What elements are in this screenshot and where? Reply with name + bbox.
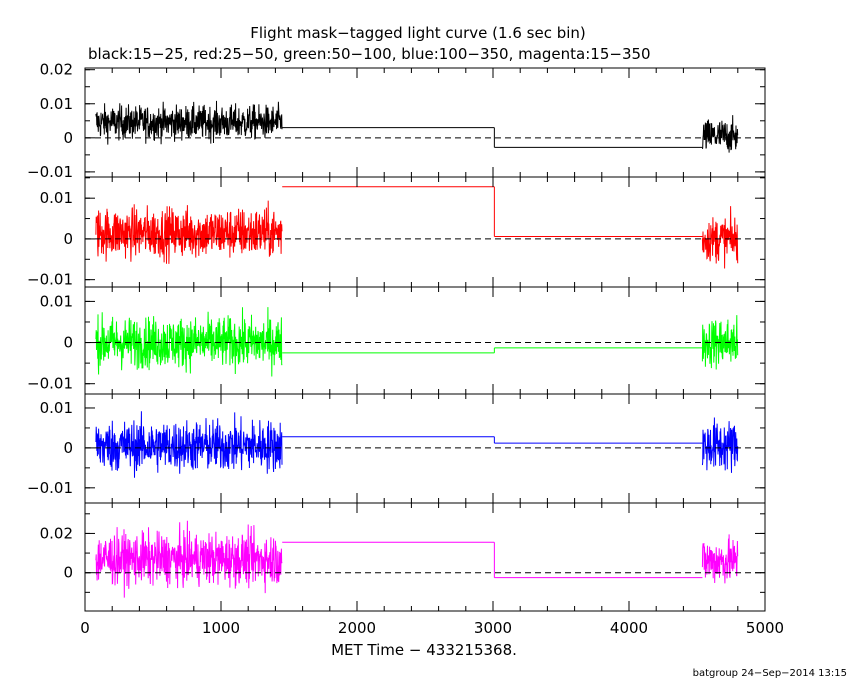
- x-axis-label: MET Time − 433215368.: [331, 641, 517, 659]
- y-tick-label-2-0: −0.01: [27, 271, 73, 289]
- series-noise-3-0: [95, 307, 283, 377]
- y-tick-label-4-2: 0.01: [40, 399, 73, 417]
- series-noise-5-0: [95, 520, 283, 598]
- y-tick-label-5-1: 0.02: [40, 524, 73, 542]
- chart-subtitle: black:15−25, red:25−50, green:50−100, bl…: [88, 45, 651, 63]
- y-tick-label-5-0: 0: [63, 564, 73, 582]
- panel-1: −0.01 0 0.01 0.02: [27, 61, 766, 181]
- series-noise-2-0: [95, 200, 283, 264]
- panel-5: 00.02: [40, 502, 766, 612]
- series-noise-4-0: [95, 411, 283, 478]
- x-tick-label-5: 5000: [746, 619, 784, 637]
- series-noise-1-3: [701, 115, 739, 153]
- y-tick-label-3-2: 0.01: [40, 292, 73, 310]
- y-tick-label-3-1: 0: [63, 334, 73, 352]
- y-tick-label-4-0: −0.01: [27, 479, 73, 497]
- series-noise-4-3: [701, 417, 739, 473]
- y-tick-label-3-0: −0.01: [27, 375, 73, 393]
- panel-frame-4: [84, 393, 766, 504]
- x-tick-label-3: 3000: [474, 619, 512, 637]
- x-tick-label-0: 0: [80, 619, 90, 637]
- y-tick-label-1-0: −0.01: [27, 163, 73, 181]
- panels-group: −0.01 0 0.01 0.02 −0.01 0 0.01 −0.01 0 0.01 −0.01 0…: [27, 61, 766, 612]
- y-tick-label-1-1: 0: [63, 129, 73, 147]
- x-tick-label-4: 4000: [610, 619, 648, 637]
- x-tick-label-1: 1000: [202, 619, 240, 637]
- panel-frame-5: [84, 502, 766, 612]
- series-noise-1-0: [95, 100, 283, 145]
- y-tick-label-1-2: 0.01: [40, 95, 73, 113]
- footer-stamp: batgroup 24−Sep−2014 13:15: [693, 668, 847, 679]
- x-tick-label-2: 2000: [338, 619, 376, 637]
- y-tick-label-2-1: 0: [63, 230, 73, 248]
- panel-3: −0.01 0 0.01: [27, 286, 766, 395]
- chart-title: Flight mask−tagged light curve (1.6 sec …: [250, 24, 586, 42]
- y-tick-label-2-2: 0.01: [40, 189, 73, 207]
- series-noise-2-3: [701, 206, 739, 269]
- series-noise-5-3: [701, 534, 739, 584]
- panel-2: −0.01 0 0.01: [27, 176, 766, 289]
- series-noise-3-3: [701, 315, 739, 370]
- panel-4: −0.01 0 0.01: [27, 393, 766, 504]
- x-axis: 0 1000 2000 3000 4000 5000: [80, 619, 784, 637]
- y-tick-label-1-3: 0.02: [40, 61, 73, 79]
- y-tick-label-4-1: 0: [63, 439, 73, 457]
